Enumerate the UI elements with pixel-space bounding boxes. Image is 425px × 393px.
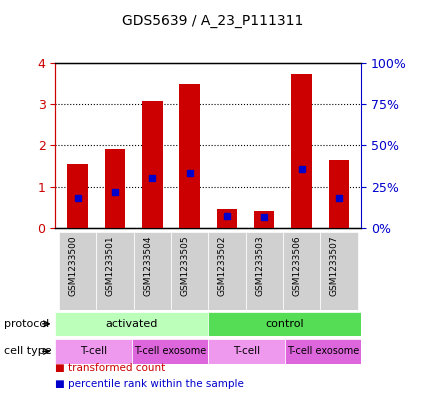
Text: GSM1233501: GSM1233501	[106, 236, 115, 296]
FancyBboxPatch shape	[285, 339, 361, 364]
FancyBboxPatch shape	[208, 339, 285, 364]
Text: activated: activated	[105, 319, 158, 329]
Bar	[68, 164, 88, 228]
Text: cell type: cell type	[4, 346, 52, 356]
Bar	[142, 101, 162, 228]
FancyBboxPatch shape	[55, 339, 132, 364]
Text: GSM1233500: GSM1233500	[69, 236, 78, 296]
Bar	[179, 83, 200, 228]
Text: GSM1233505: GSM1233505	[181, 236, 190, 296]
Text: GSM1233507: GSM1233507	[330, 236, 339, 296]
Bar	[217, 209, 237, 228]
Text: GSM1233502: GSM1233502	[218, 236, 227, 296]
FancyBboxPatch shape	[133, 232, 171, 310]
Text: ■ transformed count: ■ transformed count	[55, 364, 165, 373]
Text: GDS5639 / A_23_P111311: GDS5639 / A_23_P111311	[122, 14, 303, 28]
Text: ■ percentile rank within the sample: ■ percentile rank within the sample	[55, 379, 244, 389]
Text: T-cell exosome: T-cell exosome	[134, 346, 206, 356]
Bar	[329, 160, 349, 228]
FancyBboxPatch shape	[246, 232, 283, 310]
FancyBboxPatch shape	[208, 232, 246, 310]
Text: protocol: protocol	[4, 319, 49, 329]
FancyBboxPatch shape	[208, 312, 361, 336]
Bar	[291, 74, 312, 228]
Bar	[254, 211, 275, 228]
FancyBboxPatch shape	[283, 232, 320, 310]
FancyBboxPatch shape	[59, 232, 96, 310]
FancyBboxPatch shape	[132, 339, 208, 364]
Text: T-cell exosome: T-cell exosome	[287, 346, 359, 356]
Text: T-cell: T-cell	[233, 346, 260, 356]
FancyBboxPatch shape	[55, 312, 208, 336]
Text: GSM1233503: GSM1233503	[255, 236, 264, 296]
Bar	[105, 149, 125, 228]
FancyBboxPatch shape	[96, 232, 133, 310]
Text: T-cell: T-cell	[80, 346, 107, 356]
FancyBboxPatch shape	[320, 232, 357, 310]
Text: control: control	[266, 319, 304, 329]
Text: GSM1233506: GSM1233506	[292, 236, 302, 296]
FancyBboxPatch shape	[171, 232, 208, 310]
Text: GSM1233504: GSM1233504	[143, 236, 152, 296]
